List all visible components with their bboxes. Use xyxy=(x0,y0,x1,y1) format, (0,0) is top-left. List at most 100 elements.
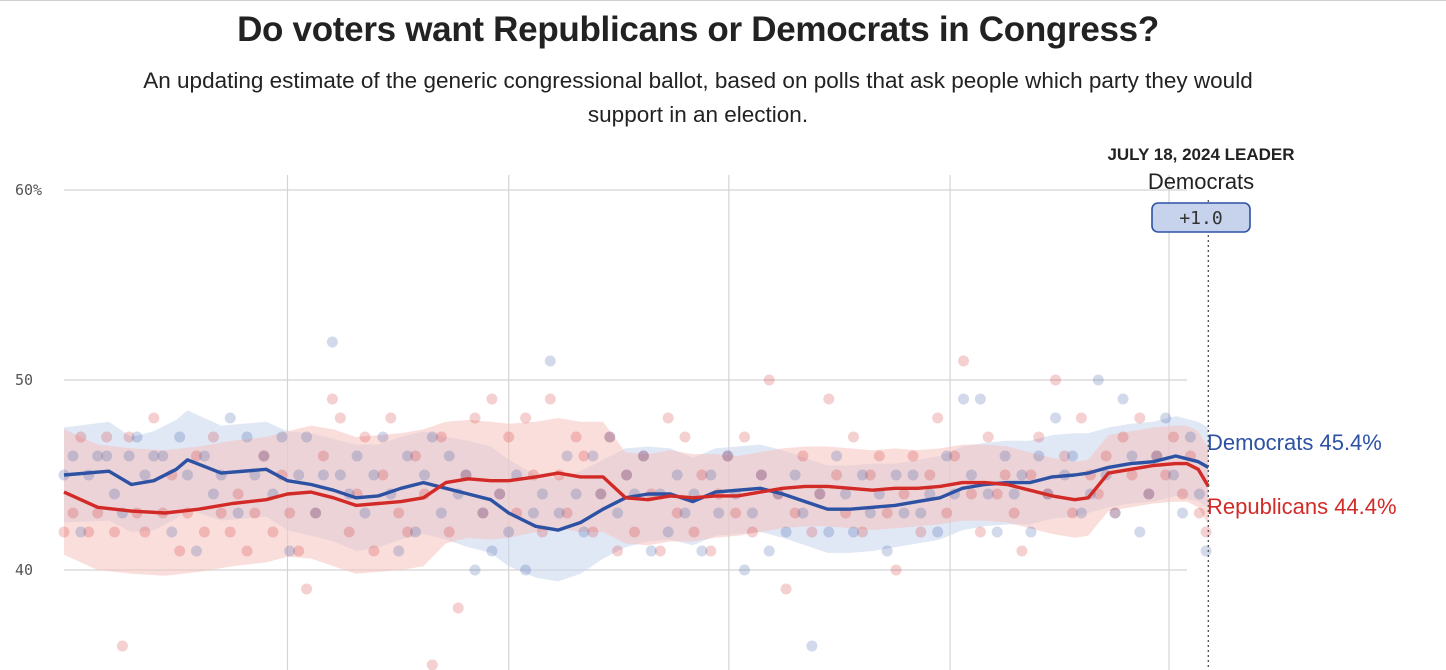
rep-poll-dot-71 xyxy=(654,545,666,557)
rep-poll-dot-32 xyxy=(326,393,338,405)
dem-poll-dot-131 xyxy=(1160,412,1172,424)
rep-poll-dot-126 xyxy=(1117,431,1129,443)
rep-poll-dot-87 xyxy=(789,507,801,519)
rep-poll-dot-105 xyxy=(941,507,953,519)
rep-poll-dot-44 xyxy=(426,659,438,670)
rep-poll-dot-41 xyxy=(402,526,414,538)
rep-poll-dot-100 xyxy=(898,488,910,500)
rep-poll-dot-7 xyxy=(116,640,128,652)
rep-poll-dot-94 xyxy=(848,431,859,443)
dem-poll-dot-66 xyxy=(612,507,624,519)
dem-poll-dot-67 xyxy=(621,469,633,481)
rep-poll-dot-16 xyxy=(191,450,202,462)
rep-poll-dot-37 xyxy=(368,545,380,557)
rep-poll-dot-29 xyxy=(301,583,313,595)
dem-poll-dot-32 xyxy=(326,336,338,348)
rep-poll-dot-109 xyxy=(974,526,986,538)
rep-poll-dot-127 xyxy=(1126,469,1138,481)
dem-poll-dot-24 xyxy=(258,450,270,462)
top-rule xyxy=(0,0,1446,1)
dem-poll-dot-29 xyxy=(301,431,313,443)
dem-poll-dot-44 xyxy=(426,431,438,443)
rep-poll-dot-129 xyxy=(1143,488,1155,500)
dem-poll-dot-11 xyxy=(148,450,160,462)
rep-poll-dot-24 xyxy=(258,450,270,462)
dem-poll-dot-123 xyxy=(1092,374,1104,386)
rep-poll-dot-136 xyxy=(1200,526,1212,538)
dem-poll-dot-109 xyxy=(974,393,986,405)
dem-poll-dot-81 xyxy=(739,564,750,576)
dem-poll-dot-76 xyxy=(696,545,708,557)
rep-poll-dot-114 xyxy=(1016,545,1028,557)
rep-poll-dot-108 xyxy=(965,488,977,500)
rep-poll-dot-67 xyxy=(621,469,633,481)
rep-poll-dot-33 xyxy=(334,412,346,424)
rep-poll-dot-46 xyxy=(443,526,455,538)
leader-callout: JULY 18, 2024 LEADER Democrats +1.0 xyxy=(1107,145,1295,233)
rep-poll-dot-47 xyxy=(452,602,464,614)
rep-poll-dot-133 xyxy=(1177,488,1188,500)
dem-poll-dot-57 xyxy=(536,488,548,500)
dem-poll-dot-42 xyxy=(410,526,421,538)
dem-poll-dot-10 xyxy=(139,469,151,481)
rep-poll-dot-104 xyxy=(932,412,944,424)
leader-margin-box xyxy=(1151,202,1251,233)
dem-poll-dot-94 xyxy=(848,526,859,538)
rep-poll-dot-65 xyxy=(604,431,616,443)
rep-poll-dot-73 xyxy=(671,507,683,519)
rep-poll-dot-50 xyxy=(477,507,489,519)
dem-poll-dot-96 xyxy=(864,507,876,519)
dem-poll-dot-60 xyxy=(561,450,573,462)
y-tick-label-50: 50 xyxy=(15,371,33,389)
dem-poll-dot-43 xyxy=(419,469,430,481)
dem-poll-dot-8 xyxy=(123,450,135,462)
rep-poll-dot-30 xyxy=(310,507,322,519)
rep-poll-dot-53 xyxy=(503,431,515,443)
rep-poll-dot-66 xyxy=(612,545,624,557)
dem-poll-dot-120 xyxy=(1067,450,1078,462)
poll-dots xyxy=(58,336,1212,670)
dem-poll-dot-9 xyxy=(131,431,143,443)
rep-poll-dot-39 xyxy=(385,412,397,424)
dem-poll-dot-89 xyxy=(806,640,818,652)
rep-poll-dot-101 xyxy=(907,450,919,462)
rep-poll-dot-18 xyxy=(207,431,219,443)
dem-poll-dot-116 xyxy=(1033,450,1045,462)
rep-poll-dot-23 xyxy=(249,507,261,519)
dem-poll-dot-21 xyxy=(232,507,244,519)
rep-poll-dot-120 xyxy=(1067,507,1078,519)
rep-poll-dot-31 xyxy=(317,450,329,462)
rep-trend-line xyxy=(63,461,1210,515)
dem-poll-dot-38 xyxy=(377,431,389,443)
dem-poll-dot-70 xyxy=(645,545,657,557)
rep-poll-dot-118 xyxy=(1050,374,1062,386)
rep-poll-dot-22 xyxy=(241,545,253,557)
y-axis: 60% 50 40 xyxy=(15,181,42,579)
rep-poll-dot-110 xyxy=(982,431,994,443)
rep-poll-dot-61 xyxy=(570,431,582,443)
dem-poll-dot-73 xyxy=(671,469,683,481)
dem-poll-dot-110 xyxy=(982,488,994,500)
rep-poll-dot-60 xyxy=(561,507,573,519)
dem-poll-dot-2 xyxy=(75,526,87,538)
dem-poll-dot-114 xyxy=(1016,469,1028,481)
dem-poll-dot-87 xyxy=(789,469,801,481)
dem-poll-dot-102 xyxy=(915,507,927,519)
rep-poll-dot-5 xyxy=(101,431,113,443)
dem-poll-dot-113 xyxy=(1008,488,1020,500)
rep-poll-dot-132 xyxy=(1168,431,1179,443)
dem-poll-dot-61 xyxy=(570,488,582,500)
dem-poll-dot-100 xyxy=(898,507,910,519)
dem-poll-dot-115 xyxy=(1025,526,1037,538)
rep-poll-dot-63 xyxy=(587,526,599,538)
rep-poll-dot-86 xyxy=(780,583,792,595)
dem-poll-dot-108 xyxy=(965,469,977,481)
dem-poll-dot-41 xyxy=(402,450,414,462)
dem-poll-dot-103 xyxy=(924,488,936,500)
dem-poll-dot-37 xyxy=(368,469,380,481)
rep-poll-dot-92 xyxy=(831,469,843,481)
dem-poll-dot-121 xyxy=(1075,507,1087,519)
rep-poll-dot-42 xyxy=(410,450,421,462)
rep-poll-dot-2 xyxy=(75,431,87,443)
